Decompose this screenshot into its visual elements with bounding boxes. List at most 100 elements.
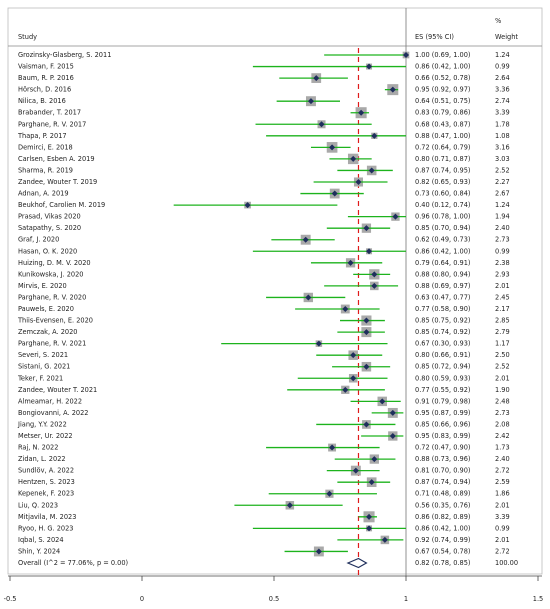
es-label: 0.56 (0.35, 0.76) — [415, 501, 470, 509]
point-estimate — [358, 109, 365, 116]
es-label: 0.86 (0.42, 1.00) — [415, 524, 470, 532]
header-study: Study — [18, 33, 37, 41]
point-estimate — [366, 513, 373, 520]
es-label: 0.80 (0.66, 0.91) — [415, 351, 470, 359]
es-label: 0.87 (0.74, 0.94) — [415, 478, 470, 486]
es-label: 0.92 (0.74, 0.99) — [415, 536, 470, 544]
es-label: 0.88 (0.80, 0.94) — [415, 270, 470, 278]
study-label: Sundlöv, A. 2022 — [18, 467, 74, 475]
weight-label: 2.08 — [495, 420, 510, 428]
weight-label: 2.50 — [495, 351, 510, 359]
es-label: 0.86 (0.82, 0.89) — [415, 513, 470, 521]
weight-label: 2.72 — [495, 547, 510, 555]
weight-label: 1.24 — [495, 51, 510, 59]
weight-label: 2.40 — [495, 224, 510, 232]
study-label: Parghane, R. V. 2021 — [18, 340, 86, 348]
study-label: Brabander, T. 2017 — [18, 109, 81, 117]
point-estimate — [392, 213, 399, 220]
es-label: 0.67 (0.30, 0.93) — [415, 340, 470, 348]
x-tick-label: 1 — [404, 595, 408, 603]
point-estimate — [371, 456, 378, 463]
study-label: Adnan, A. 2019 — [18, 190, 69, 198]
point-estimate — [331, 190, 338, 197]
point-estimate — [366, 525, 373, 532]
point-estimate — [371, 271, 378, 278]
point-estimate — [363, 317, 370, 324]
es-label: 0.66 (0.52, 0.78) — [415, 74, 470, 82]
es-label: 0.67 (0.54, 0.78) — [415, 547, 470, 555]
study-label: Graf, J. 2020 — [18, 236, 59, 244]
weight-label: 0.99 — [495, 247, 510, 255]
point-estimate — [286, 502, 293, 509]
weight-label: 1.86 — [495, 490, 510, 498]
es-label: 0.88 (0.73, 0.96) — [415, 455, 470, 463]
weight-label: 1.73 — [495, 444, 510, 452]
study-label: Zandee, Wouter T. 2021 — [18, 386, 97, 394]
weight-label: 1.08 — [495, 132, 510, 140]
x-tick-label: -0.5 — [4, 595, 17, 603]
study-label: Hörsch, D. 2016 — [18, 86, 71, 94]
study-label: Zandee, Wouter T. 2019 — [18, 178, 97, 186]
point-estimate — [381, 536, 388, 543]
point-estimate — [244, 202, 251, 209]
weight-label: 2.01 — [495, 501, 510, 509]
point-estimate — [389, 86, 396, 93]
study-label: Raj, N. 2022 — [18, 444, 58, 452]
plot-frame — [7, 7, 543, 575]
es-label: 1.00 (0.69, 1.00) — [415, 51, 470, 59]
weight-label: 2.59 — [495, 478, 510, 486]
study-label: Carlsen, Esben A. 2019 — [18, 155, 95, 163]
es-label: 0.86 (0.42, 1.00) — [415, 63, 470, 71]
point-estimate — [379, 398, 386, 405]
study-label: Mitjavila, M. 2023 — [18, 513, 76, 521]
study-label: Mirvis, E. 2020 — [18, 282, 67, 290]
point-estimate — [371, 282, 378, 289]
weight-label: 2.52 — [495, 363, 510, 371]
study-label: Teker, F. 2021 — [17, 374, 63, 382]
weight-label: 1.24 — [495, 201, 510, 209]
es-label: 0.85 (0.66, 0.96) — [415, 420, 470, 428]
study-label: Hentzen, S. 2023 — [18, 478, 75, 486]
x-tick-label: 1.5 — [533, 595, 544, 603]
es-label: 0.62 (0.49, 0.73) — [415, 236, 470, 244]
es-label: 0.85 (0.70, 0.94) — [415, 224, 470, 232]
weight-label: 1.90 — [495, 386, 510, 394]
study-label: Kunikowska, J. 2020 — [18, 270, 83, 278]
study-label: Vaisman, F. 2015 — [18, 63, 74, 71]
header-pct: % — [495, 17, 501, 25]
es-label: 0.86 (0.42, 1.00) — [415, 247, 470, 255]
es-label: 0.64 (0.51, 0.75) — [415, 97, 470, 105]
es-label: 0.82 (0.65, 0.93) — [415, 178, 470, 186]
weight-label: 2.01 — [495, 282, 510, 290]
weight-label: 3.36 — [495, 86, 510, 94]
weight-label: 2.93 — [495, 270, 510, 278]
study-label: Beukhof, Carolien M. 2019 — [18, 201, 105, 209]
es-label: 0.88 (0.69, 0.97) — [415, 282, 470, 290]
study-label: Zidan, L. 2022 — [18, 455, 66, 463]
weight-label: 2.45 — [495, 293, 510, 301]
weight-label: 0.99 — [495, 63, 510, 71]
study-label: Satapathy, S. 2020 — [18, 224, 81, 232]
weight-label: 2.52 — [495, 166, 510, 174]
weight-label: 2.72 — [495, 467, 510, 475]
es-label: 0.80 (0.59, 0.93) — [415, 374, 470, 382]
point-estimate — [315, 340, 322, 347]
header-es: ES (95% CI) — [415, 33, 454, 41]
es-label: 0.96 (0.78, 1.00) — [415, 213, 470, 221]
weight-label: 2.42 — [495, 432, 510, 440]
header-weight: Weight — [495, 33, 518, 41]
study-label: Sharma, R. 2019 — [18, 166, 73, 174]
es-label: 0.85 (0.72, 0.94) — [415, 363, 470, 371]
point-estimate — [363, 329, 370, 336]
es-label: 0.91 (0.79, 0.98) — [415, 397, 470, 405]
study-label: Iqbal, S. 2024 — [18, 536, 64, 544]
es-label: 0.68 (0.43, 0.87) — [415, 120, 470, 128]
study-label: Almeamar, H. 2022 — [18, 397, 82, 405]
es-label: 0.95 (0.87, 0.99) — [415, 409, 470, 417]
weight-label: 1.94 — [495, 213, 510, 221]
es-label: 0.77 (0.55, 0.92) — [415, 386, 470, 394]
x-tick-label: 0 — [140, 595, 144, 603]
weight-label: 2.74 — [495, 97, 510, 105]
weight-label: 2.01 — [495, 374, 510, 382]
